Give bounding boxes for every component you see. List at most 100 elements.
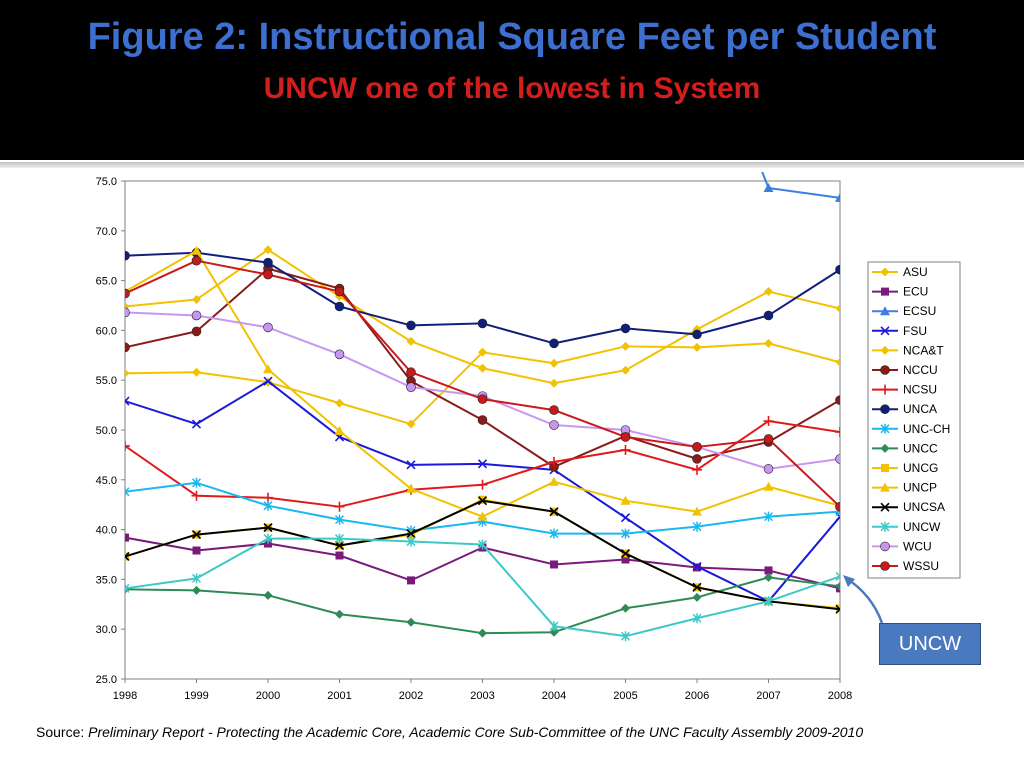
series-unca-point <box>406 320 416 331</box>
series-uncsa-point <box>549 507 559 517</box>
series-ncsu-point <box>620 444 631 455</box>
series-uncsa-point <box>477 496 488 506</box>
legend-item-asu: ASU <box>872 265 928 279</box>
legend-item-nccu: NCCU <box>872 363 938 377</box>
y-tick-label: 70.0 <box>96 226 117 238</box>
series-fsu-point <box>620 513 631 523</box>
series-unc-ch-point <box>549 528 559 539</box>
legend-swatch-marker <box>880 345 890 355</box>
series-wssu-point <box>763 434 774 444</box>
y-tick-label: 50.0 <box>96 425 117 437</box>
series-ecsu-point <box>763 182 774 192</box>
legend-swatch-marker <box>880 423 890 434</box>
legend-label: UNCG <box>903 461 938 475</box>
series-uncp-point <box>692 506 702 516</box>
series-ecu-point <box>764 566 773 575</box>
legend-swatch-marker <box>880 502 890 512</box>
series-uncw-point <box>191 573 202 584</box>
series-uncc-point <box>764 572 773 582</box>
title-banner: Figure 2: Instructional Square Feet per … <box>0 0 1024 160</box>
legend-label: WCU <box>903 539 932 553</box>
x-tick-label: 2005 <box>613 690 637 702</box>
series-uncw-point <box>477 539 488 550</box>
legend-swatch-marker <box>881 464 889 472</box>
series-unca-point <box>263 257 273 268</box>
legend-item-uncw: UNCW <box>872 520 941 534</box>
series-asu-point <box>764 338 773 348</box>
legend-swatch-marker <box>880 384 890 395</box>
series-uncp-point <box>620 495 631 505</box>
series-uncp-point <box>406 483 416 493</box>
series-nccu-point <box>477 415 488 425</box>
series-wcu-point <box>125 307 130 318</box>
series-ecsu-lead-line <box>761 172 770 189</box>
y-tick-label: 55.0 <box>96 375 117 387</box>
legend-label: UNC-CH <box>903 422 950 436</box>
series-uncp-point <box>263 364 273 374</box>
series-ecu-point <box>335 551 344 560</box>
series-asu-point <box>621 341 630 351</box>
legend-label: UNCA <box>903 402 937 416</box>
x-tick-label: 2008 <box>828 690 852 702</box>
legend-swatch-marker <box>881 287 889 296</box>
series-uncsa-point <box>620 548 631 559</box>
series-asu-point <box>335 398 344 408</box>
series-asu-point <box>549 358 559 368</box>
legend-item-unca: UNCA <box>872 402 937 416</box>
series-fsu-point <box>406 460 416 470</box>
series-asu <box>125 338 840 429</box>
series-unca-point <box>620 323 631 334</box>
series-uncsa-point <box>692 582 702 592</box>
series-nccu-point <box>125 342 130 353</box>
series-uncp-point <box>334 425 345 435</box>
legend-swatch-marker <box>880 443 890 453</box>
legend-label: WSSU <box>903 559 939 573</box>
legend-label: UNCP <box>903 481 937 495</box>
series-unc-ch-point <box>125 486 130 497</box>
series-uncsa-point <box>191 530 202 540</box>
series-uncsa-point <box>263 523 273 533</box>
x-tick-label: 1998 <box>113 690 137 702</box>
legend-item-unc-ch: UNC-CH <box>872 422 950 436</box>
y-tick-label: 25.0 <box>96 674 117 686</box>
legend-item-fsu: FSU <box>872 324 927 338</box>
uncw-callout: UNCW <box>879 623 981 665</box>
series-uncw <box>125 533 840 642</box>
legend-item-uncsa: UNCSA <box>872 500 945 514</box>
series-uncc-point <box>549 627 559 637</box>
series-uncsa <box>125 496 840 614</box>
x-tick-label: 2006 <box>685 690 709 702</box>
series-ncsu-point <box>549 456 559 467</box>
series-ecsu-line <box>768 186 840 199</box>
series-ncsu-point <box>835 426 840 437</box>
series-wcu-point <box>334 349 345 360</box>
series-unc-ch-point <box>620 528 631 539</box>
y-tick-label: 45.0 <box>96 475 117 487</box>
series-asu-point <box>406 419 416 429</box>
y-tick-label: 75.0 <box>96 176 117 188</box>
series-uncp-point <box>191 245 202 255</box>
y-tick-label: 40.0 <box>96 525 117 537</box>
series-nca-t-point <box>549 378 559 388</box>
x-tick-label: 1999 <box>184 690 208 702</box>
series-wssu-point <box>263 269 273 280</box>
series-ecu-point <box>621 555 630 564</box>
legend-item-wcu: WCU <box>872 539 932 553</box>
legend-label: ECSU <box>903 304 936 318</box>
legend-swatch-marker <box>880 306 890 316</box>
header-divider <box>0 162 1024 168</box>
legend-swatch-marker <box>880 404 890 415</box>
source-reference: Preliminary Report - Protecting the Acad… <box>88 724 864 740</box>
series-unc-ch-point <box>191 477 202 488</box>
series-wssu-point <box>549 405 559 415</box>
series-uncw-point <box>763 596 774 607</box>
slide-subtitle: UNCW one of the lowest in System <box>263 72 761 105</box>
series-wssu-point <box>620 432 631 442</box>
series-wssu <box>125 255 840 512</box>
series-wcu-point <box>263 322 273 333</box>
series-ncsu-point <box>763 416 774 427</box>
legend-label: ECU <box>903 285 928 299</box>
series-ecsu <box>761 172 840 202</box>
legend-label: UNCW <box>903 520 941 534</box>
